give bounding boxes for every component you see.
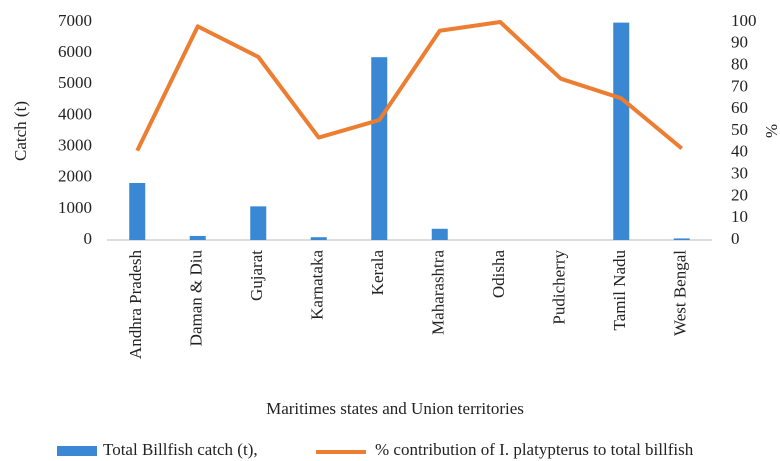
- y2-tick-label: 50: [731, 120, 748, 139]
- y2-tick-label: 70: [731, 76, 748, 95]
- y2-tick-label: 0: [731, 229, 740, 248]
- x-tick-label: Maharashtra: [429, 250, 448, 335]
- x-tick-label: Tamil Nadu: [610, 250, 629, 331]
- y-tick-label: 1000: [58, 198, 92, 217]
- x-tick-label: West Bengal: [671, 250, 690, 336]
- y-tick-label: 5000: [58, 73, 92, 92]
- x-tick-label: Gujarat: [247, 250, 266, 301]
- bar: [613, 22, 630, 240]
- legend-label: Total Billfish catch (t),: [103, 440, 258, 459]
- x-tick-label: Andhra Pradesh: [126, 250, 145, 360]
- x-tick-label: Odisha: [489, 250, 508, 299]
- bar: [189, 235, 206, 240]
- y2-tick-label: 40: [731, 142, 748, 161]
- x-tick-label: Karnataka: [308, 250, 327, 320]
- y-tick-label: 7000: [58, 11, 92, 30]
- x-tick-label: Pudicherry: [550, 250, 569, 325]
- legend-swatch: [57, 446, 97, 456]
- x-tick-label: Kerala: [368, 250, 387, 296]
- y2-tick-label: 80: [731, 55, 748, 74]
- bar: [371, 57, 388, 240]
- y2-tick-label: 20: [731, 185, 748, 204]
- x-tick-label: Daman & Diu: [187, 250, 206, 347]
- x-axis-label: Maritimes states and Union territories: [266, 399, 524, 418]
- bar: [129, 183, 146, 240]
- y2-axis-label: %: [762, 124, 780, 138]
- y-tick-label: 0: [84, 229, 93, 248]
- bar: [250, 206, 267, 240]
- legend-label: % contribution of I. platypterus to tota…: [375, 440, 694, 459]
- bar: [310, 237, 327, 240]
- y2-tick-label: 100: [731, 11, 757, 30]
- y2-tick-label: 60: [731, 98, 748, 117]
- bar: [431, 228, 448, 240]
- y-axis-label: Catch (t): [11, 101, 30, 161]
- y-tick-label: 3000: [58, 135, 92, 154]
- y-tick-label: 6000: [58, 42, 92, 61]
- y2-tick-label: 90: [731, 33, 748, 52]
- line: [135, 20, 684, 152]
- y-tick-label: 4000: [58, 104, 92, 123]
- y-tick-label: 2000: [58, 167, 92, 186]
- y2-tick-label: 30: [731, 164, 748, 183]
- bar: [673, 238, 690, 240]
- y2-tick-label: 10: [731, 207, 748, 226]
